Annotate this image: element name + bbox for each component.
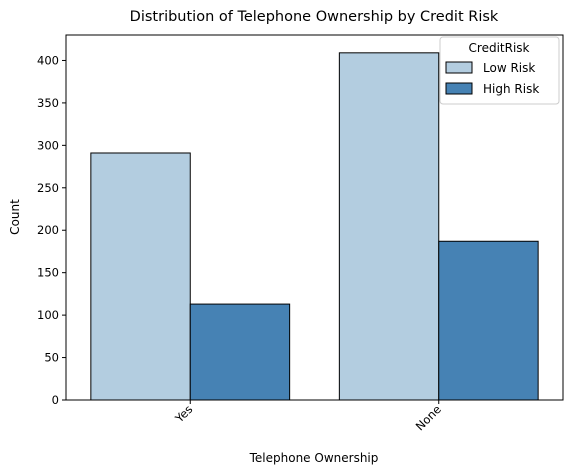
y-tick-label: 150 [37, 266, 59, 280]
chart-title: Distribution of Telephone Ownership by C… [130, 9, 499, 25]
y-tick-label: 350 [37, 96, 59, 110]
x-axis-label: Telephone Ownership [249, 451, 379, 465]
x-tick-label: None [413, 402, 444, 433]
bars-group [90, 52, 539, 401]
bar-none-high-risk [438, 240, 539, 401]
plot-frame [65, 34, 564, 401]
y-tick-label: 50 [44, 351, 59, 365]
legend: CreditRisk Low Risk High Risk [439, 36, 560, 105]
legend-swatch-high-risk [445, 82, 473, 95]
x-tick-label: Yes [172, 402, 196, 426]
legend-label-high-risk: High Risk [483, 82, 539, 96]
legend-label-low-risk: Low Risk [483, 61, 535, 75]
bar-none-low-risk [338, 52, 440, 401]
y-tick-label: 100 [37, 308, 59, 322]
y-tick-label: 250 [37, 181, 59, 195]
legend-title: CreditRisk [469, 41, 530, 55]
y-axis: 0 50 100 150 200 250 300 350 400 [37, 53, 66, 407]
legend-swatch-low-risk [445, 61, 473, 74]
y-tick-label: 200 [37, 223, 59, 237]
bar-yes-low-risk [90, 152, 191, 401]
y-tick-label: 300 [37, 138, 59, 152]
y-axis-label: Count [8, 199, 22, 235]
x-axis: Yes None [172, 400, 444, 433]
y-tick-label: 400 [37, 53, 59, 67]
y-tick-label: 0 [52, 393, 59, 407]
bar-yes-high-risk [189, 303, 291, 401]
